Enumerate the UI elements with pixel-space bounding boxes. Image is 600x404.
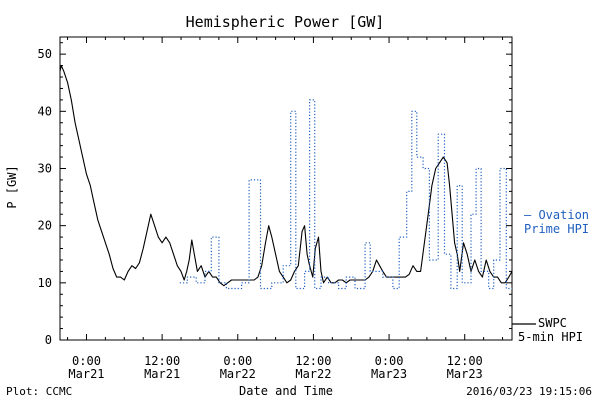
x-tick-label-time: 0:00 — [375, 354, 404, 368]
x-tick-label-date: Mar21 — [144, 367, 180, 381]
legend-ovation-line2: Prime HPI — [524, 222, 589, 236]
x-tick-label-date: Mar22 — [295, 367, 331, 381]
x-tick-label-date: Mar23 — [447, 367, 483, 381]
x-tick-label-time: 0:00 — [72, 354, 101, 368]
y-tick-label: 30 — [38, 161, 52, 175]
legend-ovation-line1: — Ovation — [524, 208, 589, 222]
series-line-swpc — [59, 65, 513, 287]
plot-area: 010203040500:00Mar2112:00Mar210:00Mar221… — [38, 36, 513, 381]
x-tick-label-time: 12:00 — [144, 354, 180, 368]
footer-credit: Plot: CCMC — [6, 385, 72, 398]
y-tick-label: 40 — [38, 104, 52, 118]
x-axis-label: Date and Time — [239, 384, 333, 398]
x-tick-label-time: 12:00 — [447, 354, 483, 368]
y-axis-label: P [GW] — [5, 165, 19, 208]
y-tick-label: 0 — [45, 333, 52, 347]
legend-swpc-line1: SWPC — [538, 316, 567, 330]
y-tick-label: 50 — [38, 47, 52, 61]
x-tick-label-date: Mar23 — [371, 367, 407, 381]
x-tick-label-date: Mar21 — [68, 367, 104, 381]
footer-timestamp: 2016/03/23 19:15:06 — [466, 385, 592, 398]
x-tick-label-date: Mar22 — [220, 367, 256, 381]
legend-swpc-line2: 5-min HPI — [518, 330, 583, 344]
x-tick-label-time: 0:00 — [223, 354, 252, 368]
plot-frame — [59, 36, 513, 341]
chart-title: Hemispheric Power [GW] — [186, 13, 385, 31]
y-tick-label: 20 — [38, 219, 52, 233]
y-tick-label: 10 — [38, 276, 52, 290]
series-line-ovation — [179, 99, 512, 290]
x-tick-label-time: 12:00 — [295, 354, 331, 368]
